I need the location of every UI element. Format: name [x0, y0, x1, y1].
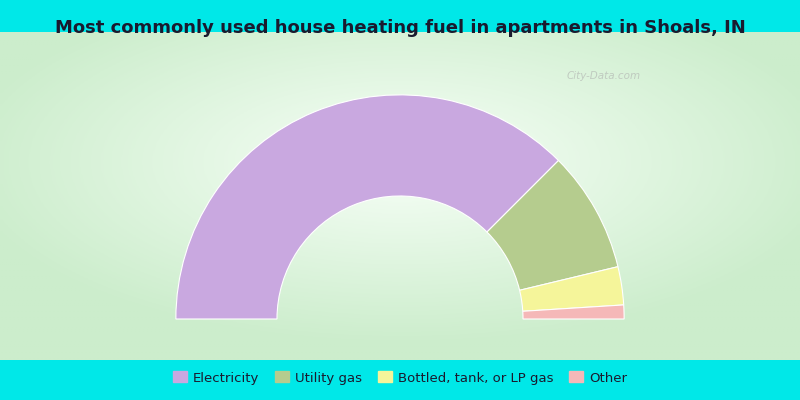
Wedge shape: [522, 305, 624, 319]
Wedge shape: [176, 95, 558, 319]
Legend: Electricity, Utility gas, Bottled, tank, or LP gas, Other: Electricity, Utility gas, Bottled, tank,…: [174, 372, 626, 384]
Text: City-Data.com: City-Data.com: [567, 71, 641, 81]
Text: Most commonly used house heating fuel in apartments in Shoals, IN: Most commonly used house heating fuel in…: [54, 19, 746, 37]
Wedge shape: [520, 267, 624, 311]
Wedge shape: [487, 160, 618, 290]
